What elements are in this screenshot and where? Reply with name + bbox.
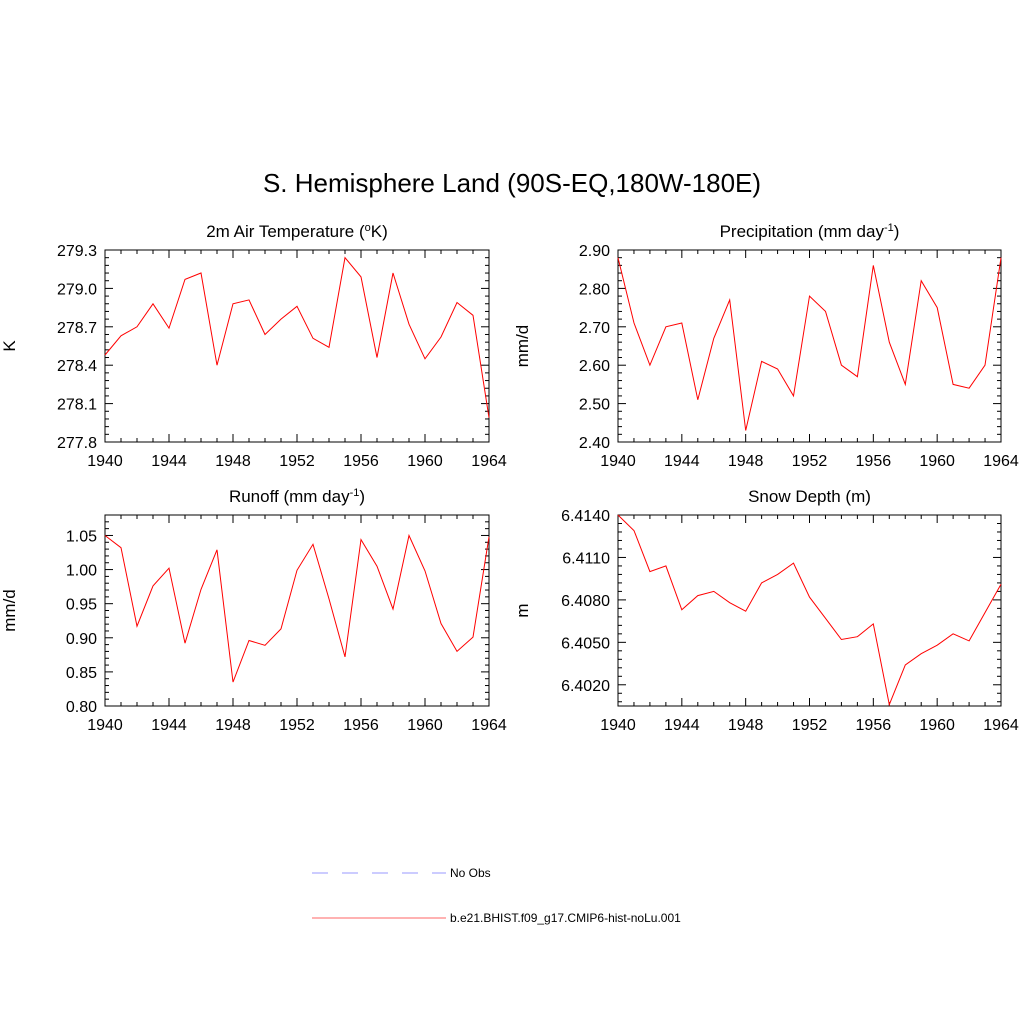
y-tick-label: 2.50 (579, 397, 610, 414)
x-tick-label: 1948 (728, 717, 764, 734)
panel-title-superscript: o (365, 222, 371, 234)
y-tick-label: 0.85 (66, 665, 97, 682)
series-line (104, 533, 490, 683)
panel-title-text-end: ) (359, 487, 365, 506)
panel-title-superscript: -1 (884, 222, 894, 234)
y-axis-label: mm/d (513, 325, 532, 368)
legend-label: b.e21.BHIST.f09_g17.CMIP6-hist-noLu.001 (450, 911, 681, 925)
plot-frame (617, 249, 1002, 443)
panel-title: Precipitation (mm day-1) (720, 222, 900, 241)
panel-title-text: Precipitation (mm day (720, 222, 885, 241)
legend-label: No Obs (450, 866, 491, 880)
x-tick-label: 1952 (792, 453, 828, 470)
x-tick-label: 1956 (856, 453, 892, 470)
y-tick-label: 279.0 (57, 281, 97, 298)
x-tick-label: 1964 (983, 717, 1019, 734)
x-tick-label: 1952 (279, 717, 315, 734)
x-tick-label: 1948 (215, 453, 251, 470)
legend: No Obs b.e21.BHIST.f09_g17.CMIP6-hist-noL… (312, 866, 681, 925)
x-tick-label: 1948 (728, 453, 764, 470)
y-tick-label: 278.4 (57, 358, 97, 375)
y-axis-label: m (513, 603, 532, 617)
x-tick-label: 1956 (856, 717, 892, 734)
panel-title-text: Runoff (mm day (229, 487, 350, 506)
plot-frame (104, 249, 490, 443)
y-tick-label: 2.40 (579, 435, 610, 452)
x-tick-label: 1960 (407, 717, 443, 734)
y-tick-label: 1.00 (66, 563, 97, 580)
y-axis-label: mm/d (0, 589, 19, 632)
series-line (617, 257, 1002, 431)
x-tick-label: 1948 (215, 717, 251, 734)
panel-title-text-end: ) (894, 222, 900, 241)
x-tick-label: 1952 (792, 717, 828, 734)
y-axis-label: K (0, 340, 19, 352)
y-tick-label: 6.4140 (561, 508, 610, 525)
x-tick-label: 1964 (471, 717, 507, 734)
x-tick-label: 1940 (87, 453, 123, 470)
y-tick-label: 279.3 (57, 243, 97, 260)
x-tick-label: 1940 (600, 717, 636, 734)
panel-title: 2m Air Temperature (oK) (206, 222, 388, 241)
y-tick-label: 2.70 (579, 320, 610, 337)
y-tick-label: 1.05 (66, 528, 97, 545)
y-tick-label: 0.90 (66, 631, 97, 648)
x-tick-label: 1940 (87, 717, 123, 734)
y-tick-label: 278.7 (57, 320, 97, 337)
plot-frame (617, 514, 1002, 707)
x-tick-label: 1944 (664, 453, 700, 470)
y-tick-label: 6.4050 (561, 635, 610, 652)
panel-air-temperature: 2m Air Temperature (oK) 1940 1944 1948 1952 1… (0, 222, 507, 470)
panel-precipitation: Precipitation (mm day-1) 1940 1944 1948 1952… (513, 222, 1019, 470)
y-tick-label: 278.1 (57, 397, 97, 414)
series-line (617, 514, 1002, 707)
x-tick-label: 1940 (600, 453, 636, 470)
x-tick-label: 1960 (919, 453, 955, 470)
x-tick-label: 1960 (407, 453, 443, 470)
plot-frame (104, 514, 490, 707)
panel-title-text: 2m Air Temperature ( (206, 222, 365, 241)
y-tick-label: 6.4110 (562, 550, 610, 567)
panel-snow-depth: Snow Depth (m) 1940 1944 1948 1952 1956 1960 19… (513, 487, 1019, 734)
x-tick-label: 1964 (983, 453, 1019, 470)
x-tick-label: 1944 (151, 717, 187, 734)
figure-title: S. Hemisphere Land (90S-EQ,180W-180E) (262, 168, 762, 198)
x-tick-label: 1964 (471, 453, 507, 470)
x-tick-label: 1944 (664, 717, 700, 734)
y-tick-label: 6.4020 (561, 678, 610, 695)
y-tick-label: 0.95 (66, 597, 97, 614)
panel-title-text-end: K) (371, 222, 388, 241)
x-tick-label: 1952 (279, 453, 315, 470)
y-tick-label: 2.80 (579, 281, 610, 298)
panel-title: Runoff (mm day-1) (229, 487, 365, 506)
x-tick-label: 1960 (919, 717, 955, 734)
panel-title: Snow Depth (m) (748, 487, 871, 506)
panel-title-text: Snow Depth (m) (748, 487, 871, 506)
y-tick-label: 2.90 (579, 243, 610, 260)
x-tick-label: 1956 (343, 453, 379, 470)
y-tick-label: 277.8 (57, 435, 97, 452)
panel-title-superscript: -1 (350, 487, 360, 499)
series-line (104, 256, 490, 418)
y-tick-label: 6.4080 (561, 593, 610, 610)
x-tick-label: 1956 (343, 717, 379, 734)
x-tick-label: 1944 (151, 453, 187, 470)
y-tick-label: 0.80 (66, 699, 97, 716)
panel-runoff: Runoff (mm day-1) 1940 1944 1948 1952 1956 196… (0, 487, 507, 734)
y-tick-label: 2.60 (579, 358, 610, 375)
